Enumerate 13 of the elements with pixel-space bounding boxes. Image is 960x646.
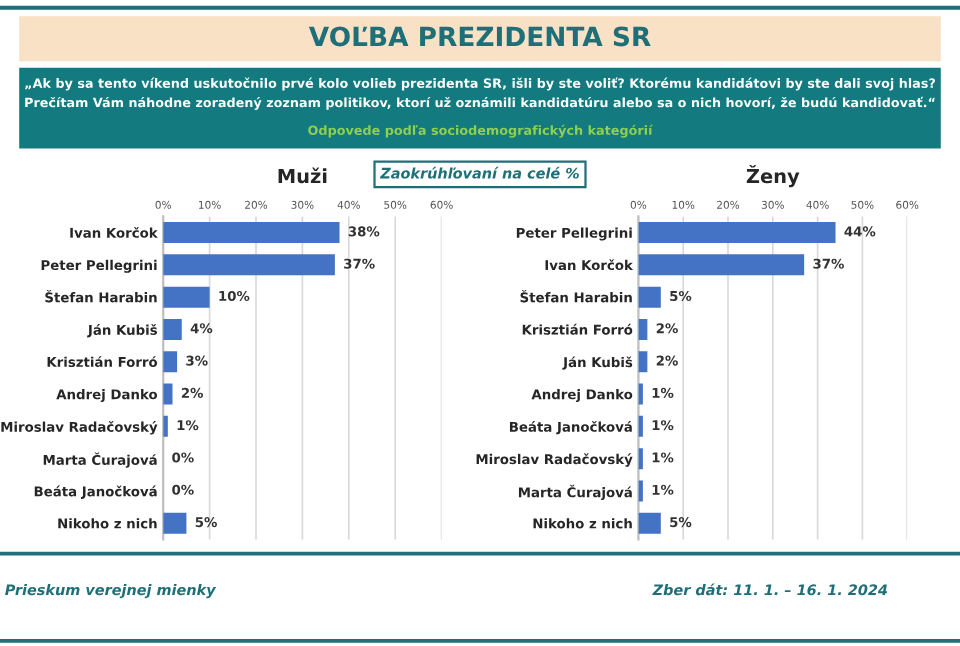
bar xyxy=(638,286,661,308)
chart-title: Ženy xyxy=(746,165,800,188)
text: VOĽBA PREZIDENTA SR xyxy=(308,26,651,47)
bar xyxy=(163,254,335,276)
bar xyxy=(163,512,187,534)
bar xyxy=(163,222,340,244)
bar xyxy=(163,318,182,340)
bar xyxy=(638,254,805,276)
bar xyxy=(163,351,178,373)
bar xyxy=(163,286,210,308)
bar xyxy=(638,512,661,534)
bar xyxy=(638,222,836,244)
chart-title: Muži xyxy=(278,167,327,184)
